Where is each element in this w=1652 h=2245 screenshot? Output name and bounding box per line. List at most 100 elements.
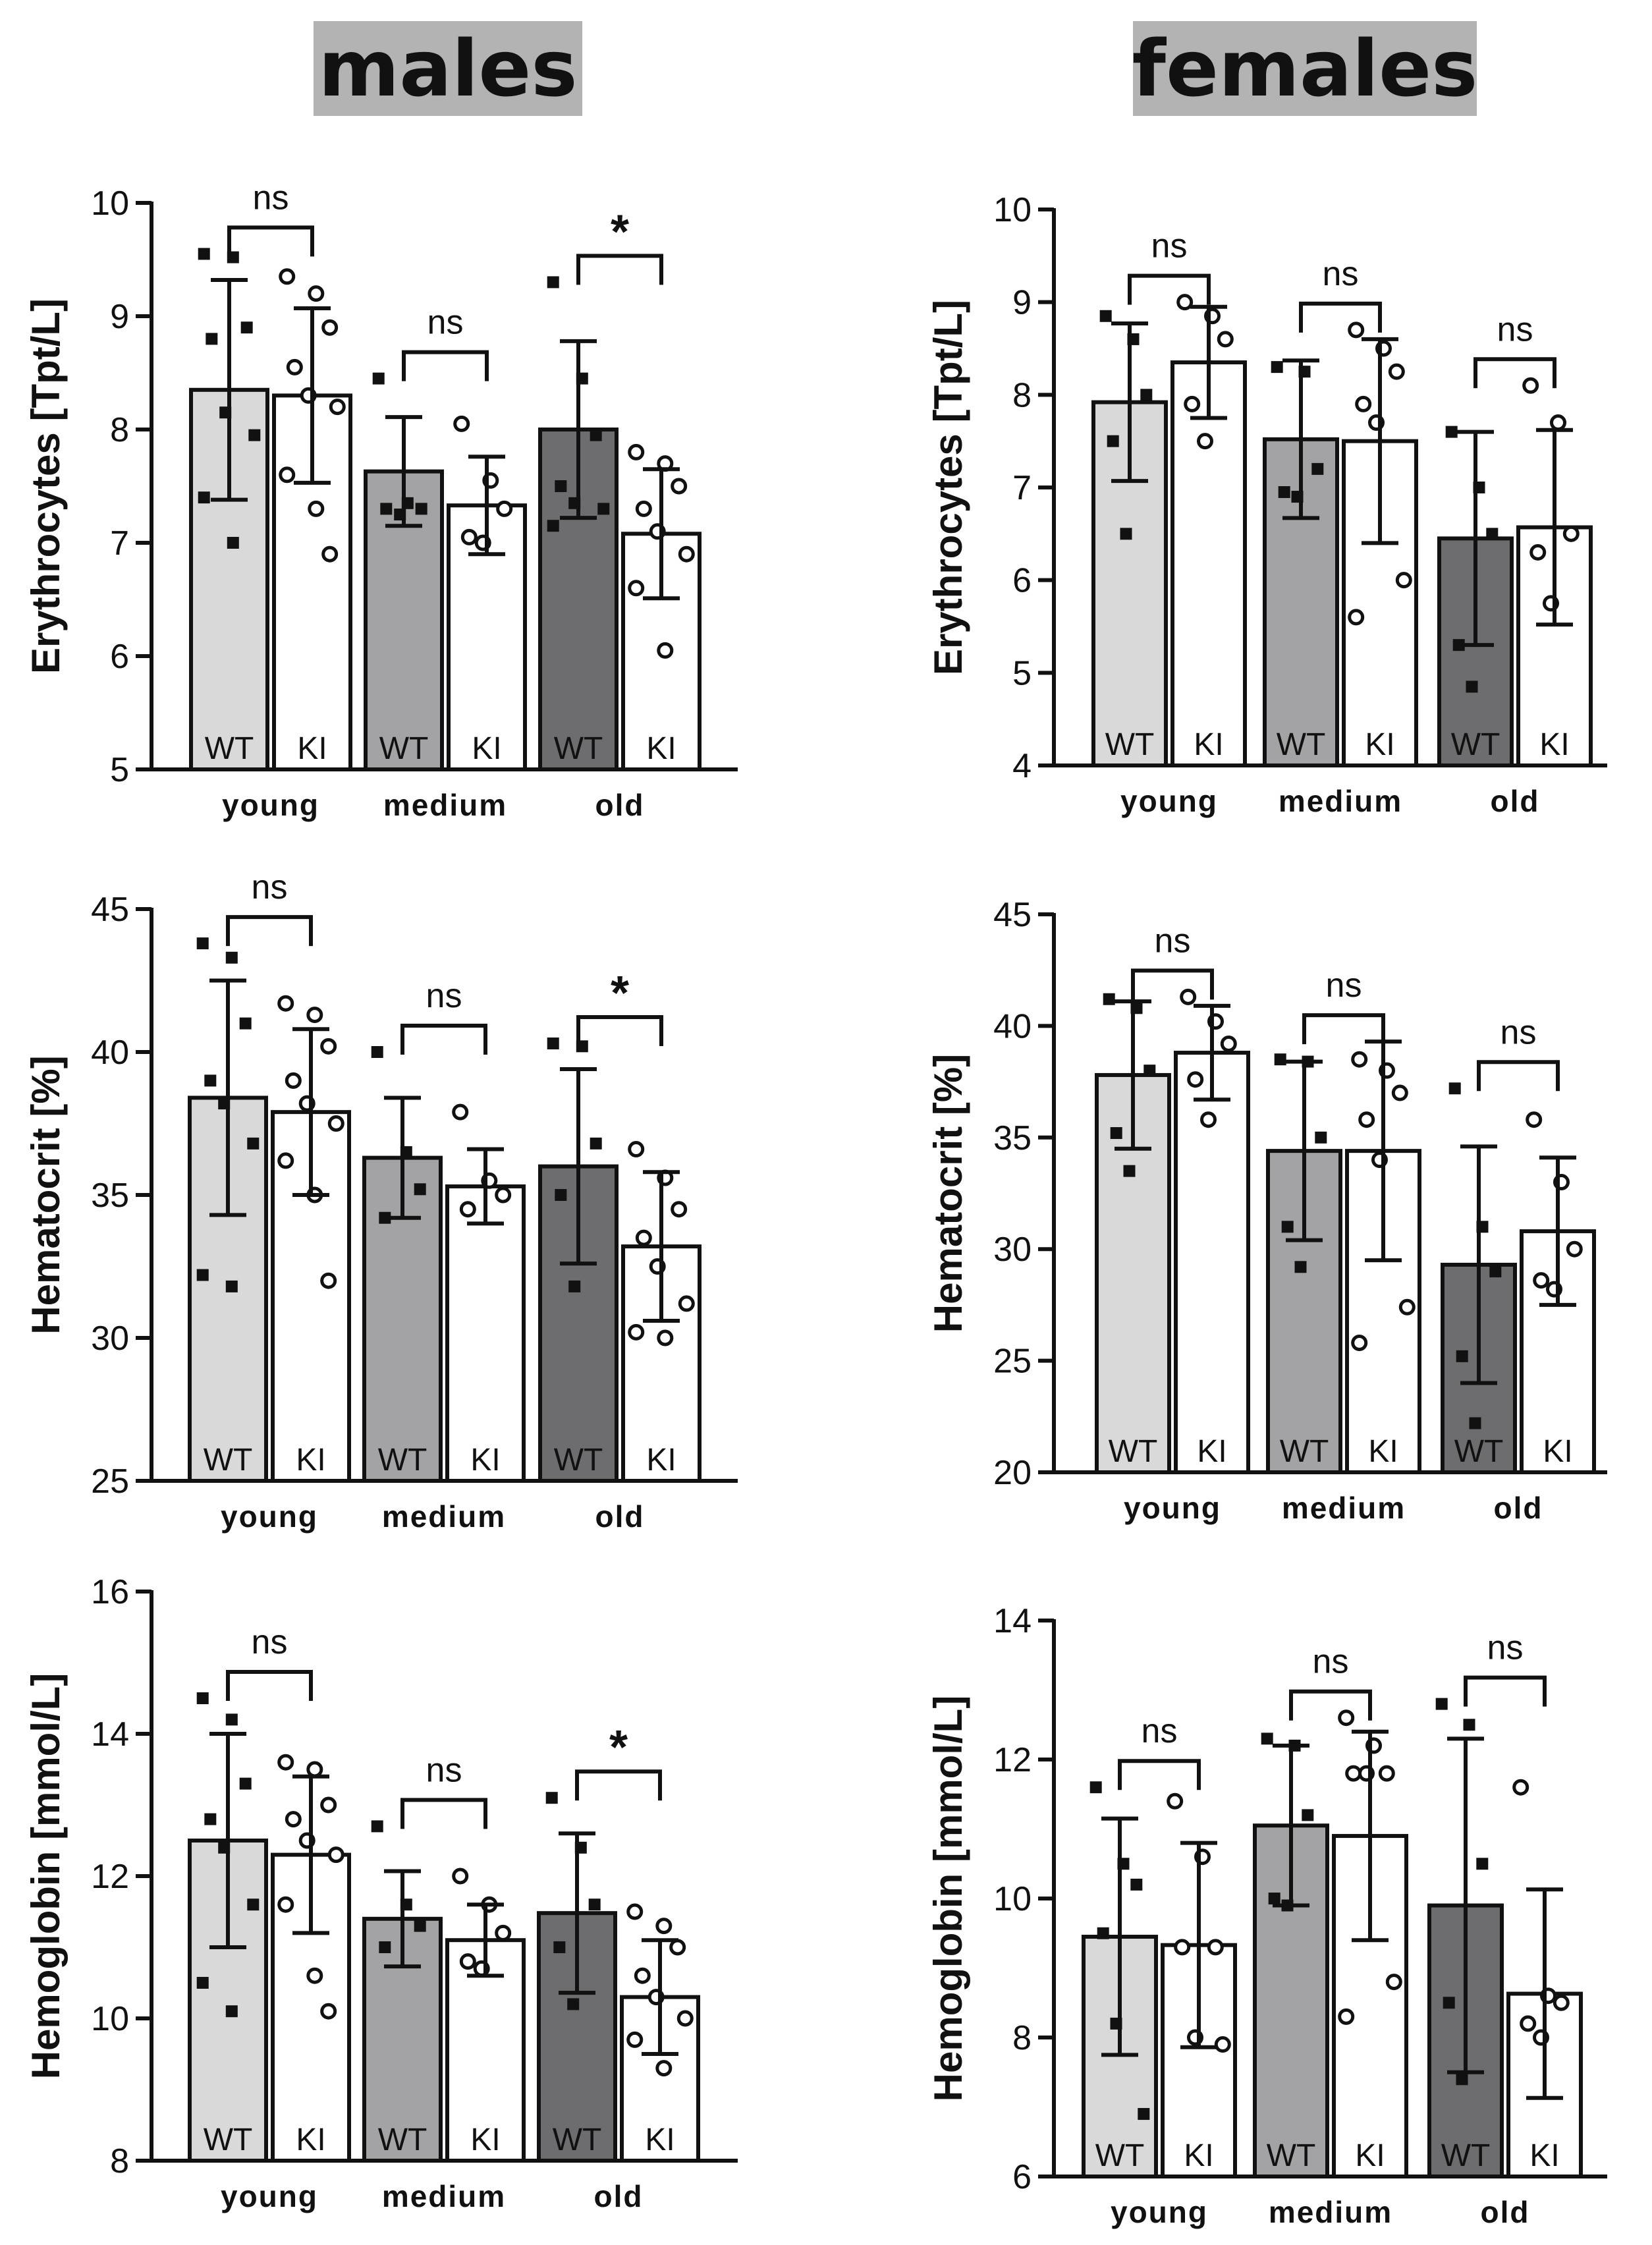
wt-data-point	[1466, 680, 1478, 693]
ki-data-point	[1197, 433, 1213, 450]
wt-bar-label: WT	[204, 1443, 253, 1478]
wt-bar-label: WT	[1277, 727, 1326, 762]
x-category-label: young	[1111, 2195, 1208, 2229]
females-hematocrit-chart: Hematocrit [%] 20 25 30 35 40 45 WT KI ns young WT K…	[926, 896, 1607, 1525]
wt-data-point	[239, 1017, 252, 1030]
wt-data-point	[414, 1920, 426, 1932]
wt-data-point	[240, 321, 253, 334]
wt-data-point	[1278, 486, 1290, 499]
significance-label: ns	[1487, 1629, 1524, 1667]
wt-data-point	[1138, 2108, 1150, 2120]
wt-data-point	[196, 1692, 209, 1704]
wt-data-point	[239, 1777, 252, 1790]
ki-data-point	[285, 1072, 302, 1089]
ki-data-point	[678, 545, 695, 563]
y-tick-label: 45	[91, 891, 129, 929]
ki-data-point	[1388, 363, 1405, 380]
wt-data-point	[227, 537, 239, 549]
y-tick-label: 20	[993, 1454, 1032, 1492]
wt-data-point	[1268, 1893, 1280, 1904]
significance-bracket	[575, 1769, 662, 1801]
males-erythrocytes-chart: Erythrocytes [Tpt/L] 5 6 7 8 9 10 WT KI ns young WT…	[24, 179, 738, 822]
ki-bar-label: KI	[1194, 727, 1223, 762]
ki-data-point	[1562, 525, 1580, 542]
y-tick-label: 7	[1012, 469, 1032, 507]
x-category-label: medium	[383, 788, 507, 822]
wt-bar-label: WT	[378, 1443, 427, 1478]
x-category-label: young	[221, 1499, 318, 1534]
significance-label: ns	[253, 179, 289, 217]
y-tick-label: 8	[110, 411, 129, 449]
ki-data-point	[1200, 1111, 1217, 1128]
ki-data-point	[321, 545, 339, 563]
ki-data-point	[1217, 331, 1234, 348]
ki-bar-label: KI	[646, 1443, 676, 1478]
significance-bracket	[1464, 1675, 1547, 1707]
ki-bar-label: KI	[1355, 2138, 1385, 2173]
ki-bar	[1174, 1051, 1250, 1474]
wt-bar-label: WT	[1451, 727, 1501, 762]
wt-data-point	[555, 1189, 567, 1201]
ki-data-point	[1358, 1111, 1375, 1128]
y-axis-label: Hemoglobin [mmol/L]	[24, 1673, 68, 2080]
wt-data-point	[1445, 426, 1458, 438]
y-tick-label: 25	[91, 1462, 129, 1501]
wt-data-point	[371, 1046, 383, 1058]
significance-bracket	[1128, 273, 1211, 305]
wt-bar-label: WT	[1441, 2138, 1491, 2173]
ki-data-point	[671, 478, 688, 495]
significance-bracket	[1477, 1060, 1560, 1092]
wt-data-point	[1469, 1417, 1481, 1429]
ki-data-point	[678, 1295, 695, 1312]
wt-data-point	[414, 1183, 426, 1196]
ki-bar-label: KI	[1197, 1434, 1226, 1469]
ki-data-point	[1184, 395, 1201, 412]
wt-data-point	[1274, 1053, 1286, 1066]
y-tick-label: 10	[993, 191, 1032, 229]
wt-data-point	[1489, 1265, 1502, 1278]
wt-data-point	[1443, 1997, 1455, 2009]
wt-data-point	[1123, 1165, 1136, 1177]
y-tick-label: 12	[91, 1858, 129, 1896]
wt-data-point	[415, 503, 427, 515]
wt-data-point	[588, 1899, 601, 1911]
ki-data-point	[1355, 395, 1372, 412]
wt-data-point	[1110, 1127, 1122, 1140]
wt-data-point	[380, 503, 393, 515]
wt-bar-label: WT	[1105, 727, 1155, 762]
wt-data-point	[247, 1137, 260, 1150]
ki-data-point	[671, 1201, 688, 1218]
significance-label: ns	[426, 977, 462, 1015]
ki-data-point	[277, 995, 294, 1012]
ki-data-point	[657, 1329, 674, 1346]
ki-data-point	[1566, 1240, 1583, 1258]
wt-data-point	[225, 1713, 238, 1726]
wt-data-point	[196, 937, 209, 950]
significance-bracket	[576, 1014, 663, 1046]
wt-data-point	[371, 1820, 383, 1833]
ki-bar	[445, 1184, 526, 1483]
x-category-label: medium	[1279, 784, 1402, 818]
x-category-label: young	[221, 2179, 318, 2213]
significance-label: ns	[1313, 1643, 1349, 1681]
ki-data-point	[669, 1939, 686, 1956]
wt-data-point	[204, 1813, 217, 1825]
wt-data-point	[547, 1037, 559, 1049]
x-category-label: medium	[382, 2179, 506, 2213]
ki-data-point	[635, 1229, 652, 1246]
wt-data-point	[1103, 993, 1115, 1005]
wt-data-point	[1302, 1809, 1314, 1821]
wt-data-point	[555, 480, 567, 492]
ki-data-point	[1174, 1939, 1191, 1956]
y-tick-label: 10	[91, 184, 129, 223]
wt-data-point	[1120, 528, 1132, 540]
ki-bar-label: KI	[297, 731, 327, 766]
wt-data-point	[1456, 1350, 1468, 1362]
wt-data-point	[1463, 1719, 1475, 1731]
ki-bar-label: KI	[1529, 2138, 1559, 2173]
ki-bar-label: KI	[1543, 1434, 1572, 1469]
ki-data-point	[320, 1272, 337, 1289]
females-erythrocytes-chart: Erythrocytes [Tpt/L] 4 5 6 7 8 9 10 WT KI ns young W…	[926, 191, 1607, 818]
wt-data-point	[225, 1280, 238, 1292]
wt-data-point	[247, 1899, 260, 1911]
